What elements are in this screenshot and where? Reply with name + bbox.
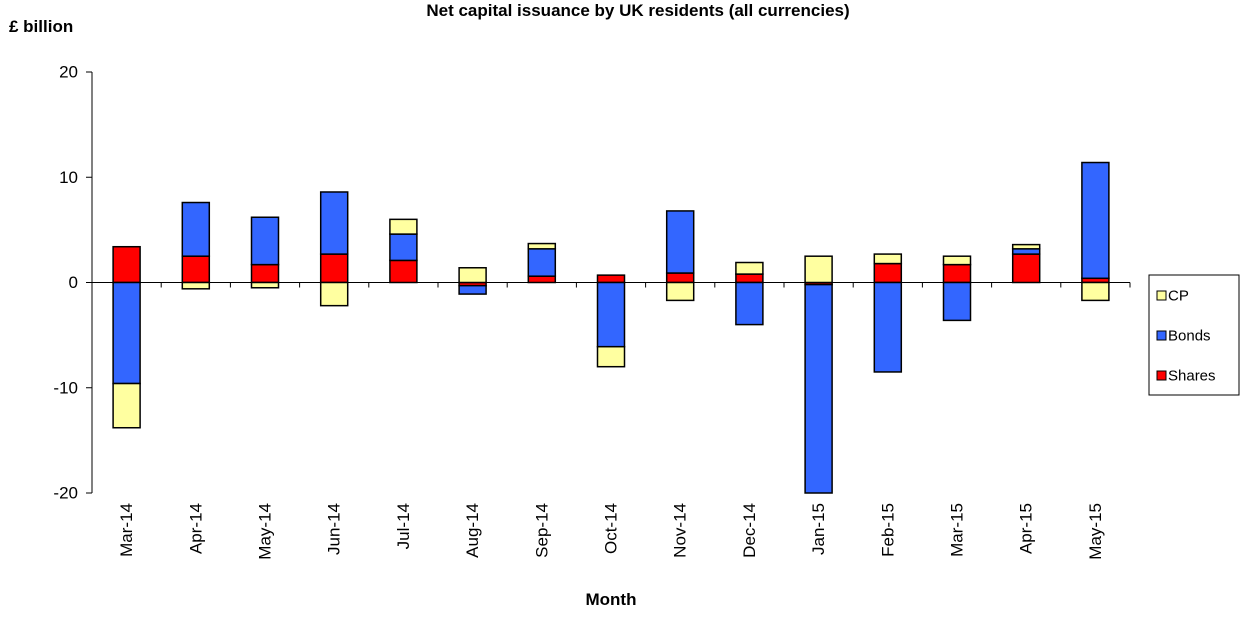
bar-bonds-jul-14 [389,233,418,262]
bar-bonds-may-14 [250,216,280,266]
bar-cp-jun-14 [319,281,349,307]
bar-bonds-apr-14 [181,201,211,257]
bar-cp-may-15 [1081,281,1110,302]
x-tick-label: Oct-14 [602,503,621,554]
bar-bonds-oct-14 [596,281,626,348]
x-tick-label: Jul-14 [394,503,413,549]
x-tick-label: Feb-15 [878,503,897,557]
bar-bonds-aug-14 [458,284,487,295]
chart-title: Net capital issuance by UK residents (al… [426,1,849,20]
bar-cp-jul-14 [389,218,418,235]
y-axis-unit-label: £ billion [9,17,73,36]
bar-bonds-mar-15 [942,281,972,322]
bar-shares-feb-15 [873,262,903,284]
y-tick-label: 20 [59,63,78,82]
x-tick-label: Apr-14 [186,503,205,554]
x-tick-label: Aug-14 [463,503,482,558]
bar-shares-apr-15 [1011,253,1041,284]
bar-bonds-jun-14 [319,191,349,255]
bar-shares-oct-14 [596,274,626,284]
bar-bonds-nov-14 [665,210,695,274]
bar-cp-sep-14 [527,242,557,250]
legend-swatch-bonds [1156,330,1167,341]
bar-shares-apr-14 [181,255,211,284]
x-tick-label: Jan-15 [809,503,828,555]
bar-shares-jun-14 [319,253,349,284]
bar-cp-nov-14 [665,281,695,302]
bar-bonds-mar-14 [112,281,141,385]
x-tick-label: Mar-15 [948,503,967,557]
bar-shares-may-14 [250,263,280,284]
y-tick-label: 10 [59,168,78,187]
bar-shares-mar-14 [112,245,141,284]
bar-cp-oct-14 [596,345,626,368]
bar-shares-mar-15 [942,263,972,284]
bar-bonds-sep-14 [527,248,557,277]
bar-shares-jul-14 [389,259,418,284]
bar-bonds-jan-15 [804,283,833,494]
x-tick-label: May-14 [256,503,275,560]
bar-bonds-apr-15 [1011,248,1041,255]
y-tick-label: -20 [53,484,78,503]
bar-cp-aug-14 [458,267,487,284]
bar-cp-dec-14 [735,261,764,275]
x-tick-label: Sep-14 [532,503,551,558]
x-tick-label: Mar-14 [117,503,136,557]
bar-cp-mar-14 [112,382,141,429]
bar-bonds-dec-14 [735,281,764,326]
bar-cp-mar-15 [942,255,972,266]
bar-bonds-feb-15 [873,281,903,373]
x-tick-label: Jun-14 [325,503,344,555]
bars-layer [112,161,1110,494]
legend-swatch-shares [1156,370,1167,381]
axes-layer: 20 10 0 -10 -20 Mar-14 Apr-14 May-14 Jun-14 Jul-1… [53,63,1131,560]
bar-shares-nov-14 [665,272,695,284]
legend-label-shares: Shares [1168,368,1216,385]
bar-cp-may-14 [250,281,280,289]
bar-cp-jan-15 [804,255,833,284]
legend-swatch-cp [1156,290,1167,301]
y-tick-label: 0 [69,273,78,292]
x-tick-label: Nov-14 [671,503,690,558]
y-tick-label: -10 [53,378,78,397]
x-tick-label: Apr-15 [1017,503,1036,554]
legend-label-bonds: Bonds [1168,328,1211,345]
bar-cp-feb-15 [873,253,903,265]
legend-label-cp: CP [1168,288,1189,305]
bar-shares-dec-14 [735,273,764,284]
x-axis-label: Month [586,590,637,609]
x-tick-label: Dec-14 [740,503,759,558]
x-tick-label: May-15 [1086,503,1105,560]
bar-bonds-may-15 [1081,161,1110,280]
bar-shares-sep-14 [527,275,557,284]
legend: CP Bonds Shares [1148,274,1240,396]
bar-cp-apr-15 [1011,243,1041,250]
bar-cp-apr-14 [181,281,211,290]
